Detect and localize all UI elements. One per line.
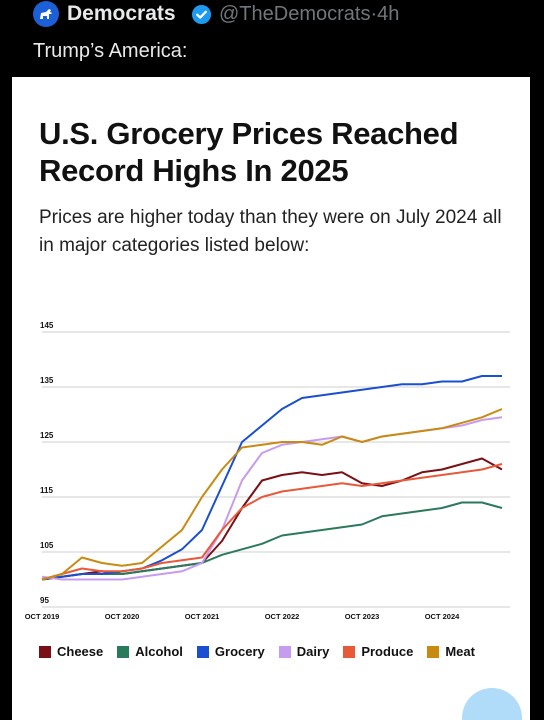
y-tick-label: 135 <box>40 376 54 385</box>
y-tick-label: 95 <box>40 596 49 605</box>
author-name[interactable]: Democrats <box>67 2 176 25</box>
x-tick-label: OCT 2021 <box>185 612 220 621</box>
legend-label: Grocery <box>214 644 265 659</box>
tweet-text: Trump’s America: <box>33 40 188 62</box>
avatar[interactable] <box>33 1 59 27</box>
series-line-produce <box>41 463 503 581</box>
separator: · <box>370 3 378 25</box>
series-line-alcohol <box>41 501 503 581</box>
x-tick-label: OCT 2024 <box>425 612 460 621</box>
legend-swatch <box>39 645 51 658</box>
handle[interactable]: @TheDemocrats <box>219 3 371 25</box>
chart-subtitle: Prices are higher today than they were o… <box>39 207 502 256</box>
y-tick-label: 145 <box>40 321 54 330</box>
tweet-header: Democrats @TheDemocrats·4h <box>0 0 544 30</box>
legend-item-dairy: Dairy <box>278 644 330 659</box>
legend-label: Dairy <box>296 644 330 659</box>
x-tick-label: OCT 2022 <box>265 612 300 621</box>
legend-swatch <box>343 645 356 658</box>
timestamp[interactable]: 4h <box>377 3 400 25</box>
verified-badge-icon <box>191 4 212 25</box>
x-tick-label: OCT 2023 <box>345 612 380 621</box>
legend-label: Alcohol <box>135 644 183 659</box>
legend-swatch <box>427 645 440 658</box>
scroll-indicator <box>462 688 522 720</box>
line-chart: 95 105 115 125 135 145 OCT 2019 OCT 2020 OCT 202… <box>25 321 510 621</box>
donkey-logo-icon <box>40 9 52 19</box>
legend-item-cheese: Cheese <box>39 644 103 659</box>
legend-swatch <box>196 645 209 658</box>
legend-label: Produce <box>361 644 414 659</box>
legend-item-grocery: Grocery <box>196 644 265 659</box>
y-tick-label: 125 <box>40 431 54 440</box>
x-tick-label: OCT 2020 <box>105 612 140 621</box>
chart-legend: Cheese Alcohol Grocery Dairy Produce Meat <box>39 644 475 659</box>
x-tick-label: OCT 2019 <box>25 612 60 621</box>
legend-label: Meat <box>445 644 475 659</box>
legend-label: Cheese <box>57 644 104 659</box>
handle-and-time[interactable]: @TheDemocrats·4h <box>219 3 399 26</box>
y-tick-label: 105 <box>40 541 54 550</box>
chart-title: U.S. Grocery Prices Reached Record Highs… <box>39 116 459 188</box>
chart-image[interactable]: U.S. Grocery Prices Reached Record Highs… <box>12 77 530 720</box>
legend-swatch <box>278 645 291 658</box>
legend-swatch <box>117 645 130 658</box>
legend-item-produce: Produce <box>343 644 413 659</box>
legend-item-meat: Meat <box>427 644 475 659</box>
series-line-meat <box>41 408 503 581</box>
legend-item-alcohol: Alcohol <box>117 644 183 659</box>
y-tick-label: 115 <box>40 486 53 495</box>
